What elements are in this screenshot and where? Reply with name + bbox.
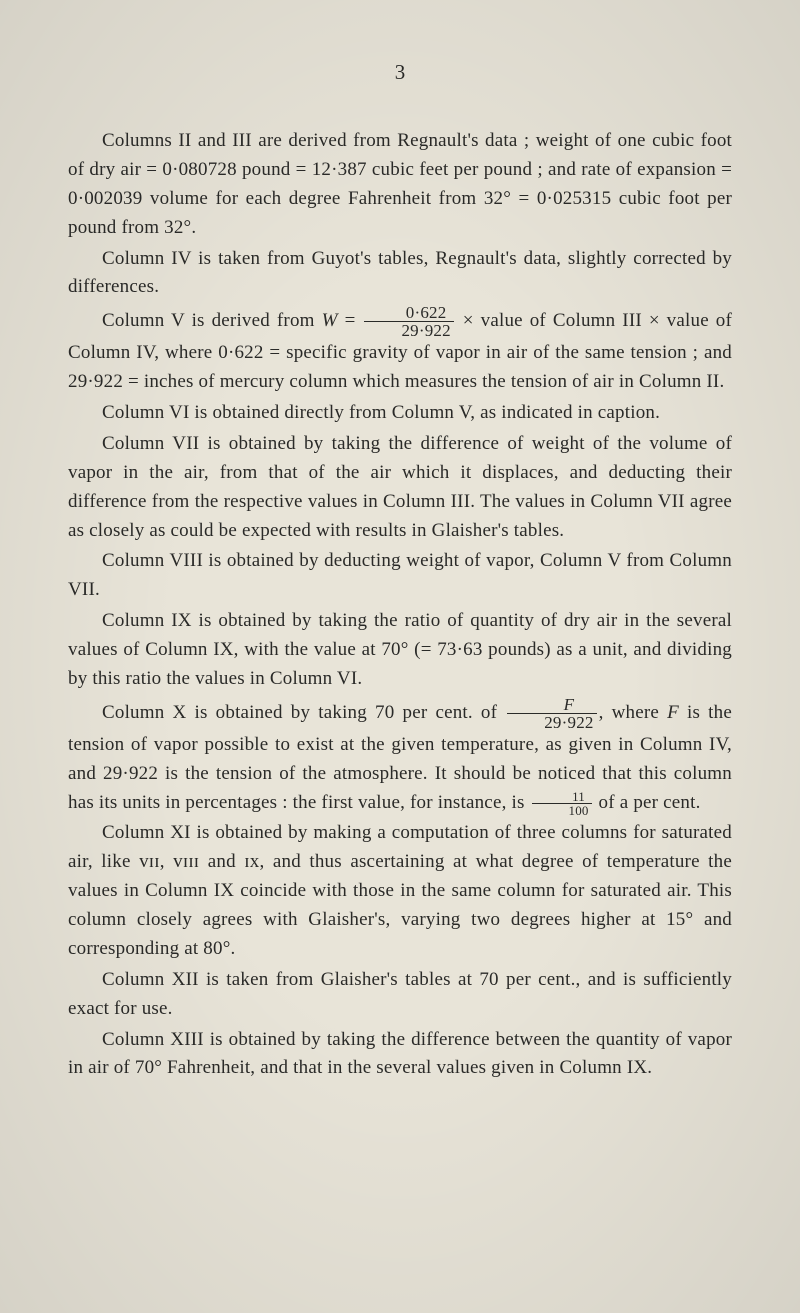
paragraph-10: Column XII is taken from Glaisher's tabl… bbox=[68, 966, 732, 1024]
paragraph-7: Column IX is obtained by taking the rati… bbox=[68, 607, 732, 694]
paragraph-8: Column X is obtained by taking 70 per ce… bbox=[68, 696, 732, 818]
p8-frac2-den: 100 bbox=[532, 804, 592, 817]
paragraph-11: Column XIII is obtained by taking the di… bbox=[68, 1026, 732, 1084]
p3-eq: = bbox=[338, 310, 363, 331]
p8-frac2-num: 11 bbox=[532, 790, 592, 804]
p3-frac-num: 0·622 bbox=[364, 304, 453, 322]
p3-frac-den: 29·922 bbox=[364, 322, 453, 339]
paragraph-5: Column VII is obtained by taking the dif… bbox=[68, 430, 732, 546]
paragraph-2: Column IV is taken from Guyot's tables, … bbox=[68, 245, 732, 303]
p3-fraction: 0·62229·922 bbox=[364, 304, 453, 339]
p8-text-d: of a per cent. bbox=[594, 792, 701, 813]
p8-text-b: , where bbox=[599, 702, 668, 723]
page-number: 3 bbox=[68, 60, 732, 85]
paragraph-4: Column VI is obtained directly from Colu… bbox=[68, 399, 732, 428]
page-content: Columns II and III are derived from Regn… bbox=[68, 127, 732, 1083]
paragraph-9: Column XI is obtained by making a comput… bbox=[68, 819, 732, 963]
p8-frac1-num: F bbox=[507, 696, 596, 714]
p8-var-F: F bbox=[667, 702, 679, 723]
p8-fraction-2: 11100 bbox=[532, 790, 592, 817]
paragraph-1: Columns II and III are derived from Regn… bbox=[68, 127, 732, 243]
p3-text-a: Column V is derived from bbox=[102, 310, 322, 331]
p3-var-W: W bbox=[322, 310, 338, 331]
p8-frac1-den: 29·922 bbox=[507, 714, 596, 731]
paragraph-6: Column VIII is obtained by deducting wei… bbox=[68, 547, 732, 605]
paragraph-3: Column V is derived from W = 0·62229·922… bbox=[68, 304, 732, 397]
p8-text-a: Column X is obtained by taking 70 per ce… bbox=[102, 702, 505, 723]
p8-fraction-1: F29·922 bbox=[507, 696, 596, 731]
